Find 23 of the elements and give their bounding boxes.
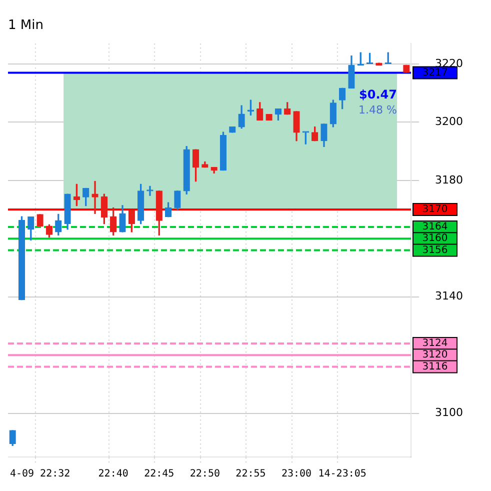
ref-line-label: 3116: [422, 361, 448, 372]
ref-line-label: 3217: [422, 67, 448, 78]
y-tick-label: 3140: [435, 290, 464, 303]
x-tick-label: 23:00: [281, 468, 312, 480]
ref-line-label: 3170: [422, 204, 448, 216]
y-tick-label: 3100: [435, 406, 464, 420]
ref-line-label: 3164: [422, 222, 448, 233]
y-tick-label: 3200: [435, 115, 464, 128]
x-tick-label: 4-09 22:32: [10, 468, 70, 480]
y-tick-label: 3180: [435, 173, 464, 186]
x-tick-label: 22:45: [144, 468, 174, 480]
ref-line-label: 3156: [422, 244, 448, 256]
x-tick-label: 14-23:05: [318, 468, 366, 480]
chart-title: 1 Min: [8, 18, 44, 34]
candlestick: [92, 180, 98, 214]
ref-line-label: 3120: [422, 350, 448, 361]
x-tick-label: 22:55: [236, 468, 266, 480]
annotation: $0.47: [359, 88, 398, 102]
x-tick-label: 22:50: [190, 468, 220, 480]
annotation: 1.48 %: [358, 103, 398, 116]
x-tick-label: 22:40: [98, 468, 128, 480]
ref-line-label: 3124: [422, 338, 448, 350]
ref-line-label: 3160: [422, 233, 448, 244]
